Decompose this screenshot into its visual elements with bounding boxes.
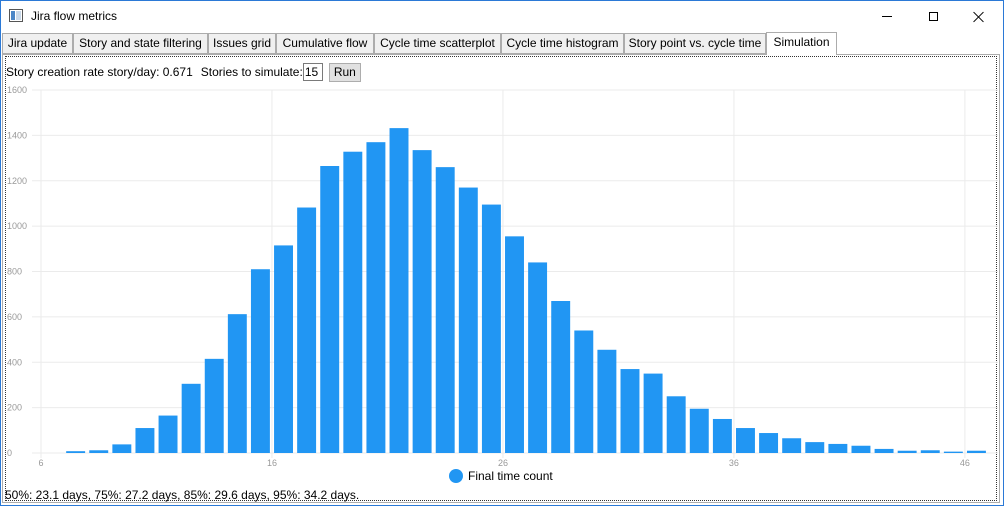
histogram-bar [135, 428, 155, 453]
histogram-bar [250, 269, 270, 453]
histogram-bar [874, 448, 894, 453]
histogram-bar [66, 451, 86, 453]
histogram-bar [759, 433, 779, 453]
histogram-bar [481, 204, 501, 453]
histogram-bar [320, 166, 340, 454]
histogram-bar [574, 330, 594, 453]
tab-story-and-state-filtering[interactable]: Story and state filtering [73, 33, 208, 54]
y-tick-label: 0 [7, 448, 12, 458]
histogram-bar [204, 358, 224, 453]
tab-cycle-time-histogram[interactable]: Cycle time histogram [501, 33, 624, 54]
chart-axis-labels: 0 200 400 600 800 1000 1200 1400 1600 6 16 26 36 46 [7, 85, 970, 468]
legend-label: Final time count [468, 469, 553, 483]
y-tick-label: 1400 [7, 130, 27, 140]
histogram-bar [297, 207, 317, 453]
histogram-bar [689, 408, 709, 453]
y-tick-label: 200 [7, 403, 22, 413]
histogram-bar [389, 128, 409, 454]
minimize-icon [882, 16, 892, 17]
histogram-bar [343, 151, 363, 453]
run-button[interactable]: Run [328, 62, 361, 82]
histogram-bar [805, 442, 825, 453]
histogram-bar [505, 236, 524, 453]
histogram-bar [828, 443, 848, 453]
stories-to-simulate-input[interactable] [302, 63, 323, 81]
chart-bars [66, 128, 986, 454]
histogram-bar [435, 167, 455, 453]
histogram-bar [897, 450, 917, 453]
histogram-bar [158, 415, 178, 453]
y-tick-label: 600 [7, 312, 22, 322]
histogram-bar [551, 300, 571, 453]
histogram-bar [528, 262, 548, 453]
histogram-bar [920, 450, 940, 453]
histogram-bar [643, 373, 663, 453]
histogram-bar [112, 444, 132, 453]
histogram-bar [274, 245, 293, 453]
x-tick-label: 46 [960, 458, 970, 468]
histogram-bar [597, 349, 617, 453]
y-tick-label: 800 [7, 267, 22, 277]
title-bar[interactable]: Jira flow metrics [1, 1, 1003, 32]
histogram-bar [851, 445, 871, 453]
histogram-bar [458, 187, 478, 453]
histogram-bar [712, 418, 732, 453]
tab-jira-update[interactable]: Jira update [2, 33, 73, 54]
histogram-bar [782, 438, 802, 453]
histogram-bar [89, 450, 109, 453]
tab-simulation[interactable]: Simulation [766, 32, 837, 55]
histogram-bar [666, 396, 686, 453]
maximize-button[interactable] [910, 1, 956, 32]
tab-issues-grid[interactable]: Issues grid [208, 33, 276, 54]
app-icon [9, 9, 23, 22]
histogram-bar [227, 314, 247, 453]
maximize-icon [928, 12, 938, 21]
tab-story-point-vs-cycle-time[interactable]: Story point vs. cycle time [624, 33, 766, 54]
chart-legend: Final time count [449, 469, 553, 483]
window-title: Jira flow metrics [31, 9, 118, 23]
percentile-summary: 50%: 23.1 days, 75%: 27.2 days, 85%: 29.… [5, 488, 360, 502]
story-creation-rate-label: Story creation rate story/day: 0.671 [6, 65, 193, 79]
x-tick-label: 26 [498, 458, 508, 468]
tab-cycle-time-scatterplot[interactable]: Cycle time scatterplot [374, 33, 501, 54]
histogram-bar [412, 150, 432, 453]
y-tick-label: 1600 [7, 85, 27, 95]
y-tick-label: 400 [7, 357, 22, 367]
histogram-bar [943, 451, 963, 453]
histogram-bar [366, 142, 386, 453]
histogram-bar [966, 450, 986, 453]
x-tick-label: 16 [267, 458, 277, 468]
x-tick-label: 36 [729, 458, 739, 468]
stories-to-simulate-label: Stories to simulate: [200, 65, 303, 79]
tab-cumulative-flow[interactable]: Cumulative flow [276, 33, 374, 54]
histogram-bar [620, 369, 640, 453]
histogram-bar [181, 383, 201, 453]
legend-marker [449, 469, 463, 483]
y-tick-label: 1200 [7, 176, 27, 186]
histogram-bar [736, 428, 755, 453]
y-tick-label: 1000 [7, 221, 27, 231]
simulation-controls: Story creation rate story/day: 0.671 Sto… [6, 62, 361, 82]
minimize-button[interactable] [864, 1, 910, 32]
focus-frame [5, 56, 997, 501]
x-tick-label: 6 [38, 458, 43, 468]
